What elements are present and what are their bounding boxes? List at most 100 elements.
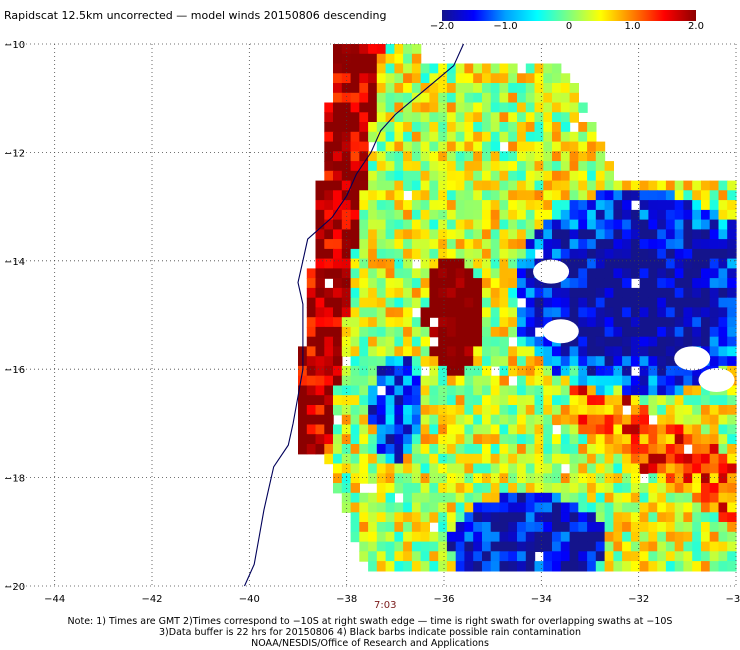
wind-cell <box>595 141 606 152</box>
wind-cell <box>473 434 483 445</box>
wind-cell <box>630 375 641 387</box>
wind-cell <box>438 239 448 250</box>
wind-cell <box>490 180 501 191</box>
wind-cell <box>455 278 466 289</box>
wind-cell <box>709 180 720 191</box>
wind-cell <box>543 356 553 367</box>
wind-cell <box>648 531 658 543</box>
wind-cell <box>613 180 623 191</box>
wind-cell <box>315 365 325 377</box>
wind-cell <box>508 561 518 572</box>
wind-cell <box>639 317 649 328</box>
wind-cell <box>595 483 606 494</box>
wind-cell <box>543 229 553 240</box>
wind-cell <box>333 483 343 494</box>
wind-cell <box>429 229 439 240</box>
wind-cell <box>482 209 492 221</box>
wind-cell <box>324 444 334 455</box>
wind-cell <box>701 287 711 299</box>
wind-cell <box>464 141 474 152</box>
wind-cell <box>604 229 614 240</box>
wind-cell <box>341 268 352 279</box>
wind-cell <box>665 551 676 562</box>
wind-cell <box>455 209 466 221</box>
wind-cell <box>446 317 457 328</box>
wind-cell <box>508 356 518 367</box>
wind-cell <box>692 219 702 230</box>
wind-cell <box>403 326 413 338</box>
wind-cell <box>473 483 483 494</box>
wind-cell <box>376 336 387 348</box>
wind-cell <box>490 278 501 289</box>
wind-cell <box>578 492 588 504</box>
wind-cell <box>333 102 343 113</box>
wind-cell <box>525 102 536 113</box>
wind-cell <box>630 239 641 250</box>
wind-cell <box>350 531 360 543</box>
wind-cell <box>482 258 492 269</box>
wind-cell <box>595 473 606 484</box>
wind-cell <box>648 424 658 435</box>
wind-cell <box>359 463 369 474</box>
wind-cell <box>613 434 623 445</box>
wind-cell <box>376 122 387 133</box>
wind-cell <box>595 229 606 240</box>
wind-cell <box>359 365 369 377</box>
wind-cell <box>482 434 492 445</box>
wind-cell <box>613 541 623 552</box>
wind-cell <box>376 502 387 513</box>
wind-cell <box>499 229 509 240</box>
wind-cell <box>473 522 483 533</box>
wind-cell <box>403 473 413 484</box>
wind-cell <box>324 200 334 211</box>
wind-cell <box>403 180 413 191</box>
wind-cell <box>376 258 387 269</box>
wind-cell <box>499 375 509 387</box>
wind-cell <box>657 180 667 191</box>
wind-cell <box>446 278 457 289</box>
wind-cell <box>508 287 518 299</box>
wind-cell <box>709 531 720 543</box>
wind-cell <box>560 356 571 367</box>
wind-cell <box>385 346 395 357</box>
wind-cell <box>438 141 448 152</box>
wind-cell <box>446 102 457 113</box>
wind-cell <box>324 434 334 445</box>
wind-cell <box>473 209 483 221</box>
wind-cell <box>315 200 325 211</box>
wind-cell <box>324 356 334 367</box>
wind-cell <box>464 248 474 260</box>
wind-cell <box>438 258 448 269</box>
wind-cell <box>709 258 720 269</box>
wind-cell <box>446 444 457 455</box>
wind-cell <box>613 287 623 299</box>
wind-cell <box>630 219 641 230</box>
wind-cell <box>368 229 378 240</box>
wind-cell <box>692 444 702 455</box>
wind-cell <box>455 385 466 396</box>
wind-cell <box>709 551 720 562</box>
wind-cell <box>718 317 728 328</box>
wind-cell <box>525 444 536 455</box>
wind-cell <box>324 131 334 143</box>
wind-cell <box>350 483 360 494</box>
wind-cell <box>613 473 623 484</box>
wind-cell <box>429 473 439 484</box>
wind-cell <box>394 83 404 94</box>
wind-cell <box>438 346 448 357</box>
wind-cell <box>482 395 492 406</box>
wind-cell <box>692 297 702 309</box>
wind-cell <box>517 541 527 552</box>
wind-cell <box>727 512 737 523</box>
wind-cell <box>490 385 501 396</box>
wind-cell <box>490 151 501 162</box>
wind-cell <box>613 395 623 406</box>
wind-cell <box>683 258 693 269</box>
wind-cell <box>455 541 466 552</box>
wind-cell <box>534 151 544 162</box>
wind-cell <box>543 112 553 123</box>
wind-cell <box>543 385 553 396</box>
wind-cell <box>674 395 685 406</box>
wind-cell <box>552 385 562 396</box>
wind-cell <box>657 209 667 221</box>
